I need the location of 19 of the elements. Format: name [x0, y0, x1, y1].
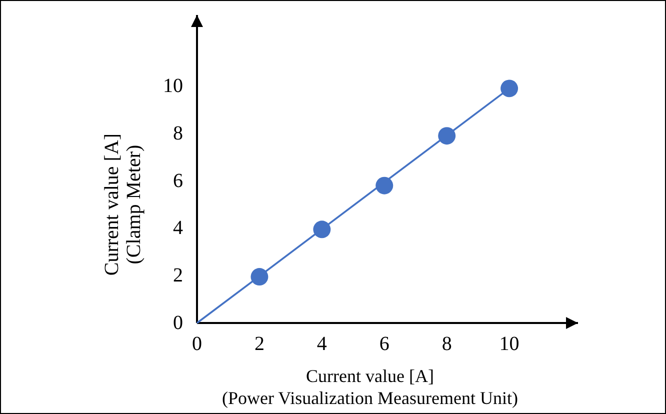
x-tick-label: 0 [192, 333, 202, 355]
y-tick-label: 10 [163, 75, 183, 98]
y-tick-label: 0 [173, 312, 183, 334]
point [376, 176, 394, 194]
point [250, 268, 268, 286]
point [438, 127, 456, 145]
y-tick-label: 6 [173, 170, 183, 192]
x-tick-label: 8 [442, 333, 452, 355]
y-tick-label: 2 [173, 264, 183, 287]
x-tick-label: 4 [316, 333, 327, 355]
y-tick-label: 4 [173, 217, 183, 240]
point [500, 80, 518, 98]
point [313, 220, 331, 238]
x-tick-label: 6 [379, 333, 390, 355]
x-tick-label: 10 [499, 333, 520, 355]
y-axis-title: Current value [A] (Clamp Meter) [101, 133, 145, 276]
x-axis-title: Current value [A] (Power Visualization Measurement Unit) [222, 366, 518, 408]
x-tick-label: 2 [254, 333, 264, 355]
y-tick-label: 8 [173, 122, 183, 144]
